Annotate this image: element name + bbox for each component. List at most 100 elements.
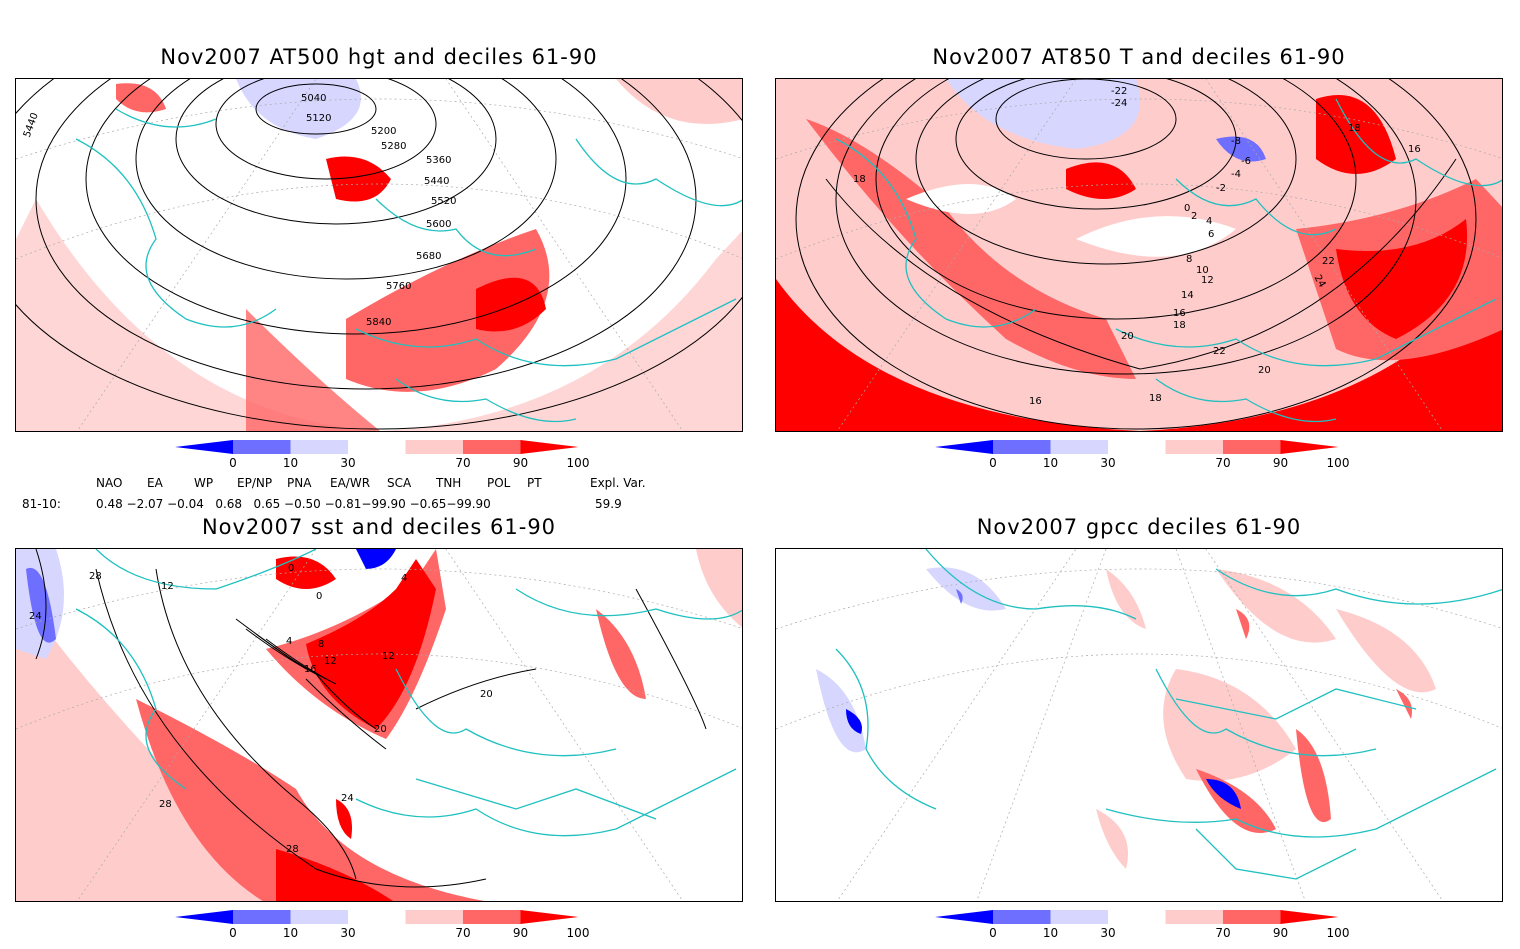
index-header: SCA bbox=[387, 476, 412, 490]
contour-label: 18 bbox=[1348, 123, 1361, 134]
colorbar-sst: 0 10 30 70 90 100 bbox=[175, 909, 589, 949]
colorbar-tick-label: 30 bbox=[1100, 926, 1116, 940]
colorbar-segment bbox=[1280, 910, 1339, 924]
contour-label: 16 bbox=[1029, 396, 1042, 407]
contour-label: 12 bbox=[1201, 275, 1214, 286]
contour-label: 5840 bbox=[366, 317, 391, 328]
contour-label: 5760 bbox=[386, 281, 411, 292]
colorbar-tick-label: 10 bbox=[1042, 456, 1059, 470]
colorbar-tick-label: 0 bbox=[989, 926, 997, 940]
contour-label: 10 bbox=[1196, 265, 1209, 276]
colorbar-segment bbox=[290, 440, 348, 454]
map-gpcc bbox=[775, 548, 1503, 902]
colorbar-hgt500: 0 10 30 70 90 100 bbox=[175, 439, 589, 479]
contour-label: -8 bbox=[1231, 136, 1241, 147]
colorbar-tick-label: 100 bbox=[566, 456, 590, 470]
colorbar-segment bbox=[463, 440, 521, 454]
index-header: TNH bbox=[436, 476, 462, 490]
colorbar-tick-label: 30 bbox=[340, 456, 356, 470]
contour-label: 14 bbox=[1181, 290, 1194, 301]
index-values: 0.48 −2.07 −0.04 0.68 0.65 −0.50 −0.81−9… bbox=[96, 497, 491, 511]
colorbar-segment bbox=[1223, 910, 1281, 924]
colorbar-tick-label: 10 bbox=[282, 456, 299, 470]
contour-label: 18 bbox=[853, 174, 866, 185]
colorbar-segment bbox=[1108, 910, 1166, 924]
contour-label: 24 bbox=[29, 611, 42, 622]
contour-label: 5680 bbox=[416, 251, 441, 262]
contour-label: -24 bbox=[1111, 98, 1127, 109]
contour-label: 20 bbox=[480, 689, 493, 700]
colorbar-segment bbox=[1165, 440, 1223, 454]
colorbar-tick-label: 90 bbox=[1272, 456, 1289, 470]
colorbar-segment bbox=[1165, 910, 1223, 924]
colorbar-segment bbox=[1223, 440, 1281, 454]
contour-label: 18 bbox=[1149, 393, 1162, 404]
contour-label: 28 bbox=[89, 571, 102, 582]
colorbar-tick-label: 70 bbox=[1215, 456, 1231, 470]
contour-label: 4 bbox=[401, 573, 407, 584]
contour-label: 16 bbox=[1173, 308, 1186, 319]
contour-label: 5200 bbox=[371, 126, 396, 137]
colorbar-tick-label: 90 bbox=[1272, 926, 1289, 940]
contour-label: 24 bbox=[341, 793, 354, 804]
contour-label: 5120 bbox=[306, 113, 331, 124]
panel-title-sst: Nov2007 sst and deciles 61-90 bbox=[201, 515, 557, 539]
contour-label: 5040 bbox=[301, 93, 326, 104]
contour-label: 5280 bbox=[381, 141, 406, 152]
contour-label: 16 bbox=[304, 664, 317, 675]
colorbar-segment bbox=[993, 910, 1051, 924]
contour-label: 20 bbox=[374, 724, 387, 735]
contour-label: -2 bbox=[1216, 183, 1226, 194]
contour-label: 18 bbox=[1173, 320, 1186, 331]
colorbar-segment bbox=[405, 440, 463, 454]
contour-label: 4 bbox=[1206, 216, 1212, 227]
contour-label: 8 bbox=[318, 639, 324, 650]
contour-label: 20 bbox=[1121, 331, 1134, 342]
colorbar-tick-label: 70 bbox=[1215, 926, 1231, 940]
contour-label: 2 bbox=[1191, 211, 1197, 222]
contour-label: 5600 bbox=[426, 219, 451, 230]
index-header: POL bbox=[487, 476, 511, 490]
panel-title-gpcc: Nov2007 gpcc deciles 61-90 bbox=[976, 515, 1302, 539]
contour-label: 8 bbox=[1186, 254, 1192, 265]
colorbar-segment bbox=[935, 440, 993, 454]
colorbar-segment bbox=[935, 910, 993, 924]
colorbar-segment bbox=[993, 440, 1051, 454]
contour-label: 16 bbox=[1408, 144, 1421, 155]
contour-label: 5360 bbox=[426, 155, 451, 166]
colorbar-tick-label: 0 bbox=[229, 456, 237, 470]
colorbar-tick-label: 100 bbox=[1326, 926, 1350, 940]
colorbar-segment bbox=[405, 910, 463, 924]
contour-label: 0 bbox=[1184, 203, 1190, 214]
colorbar-tick-label: 10 bbox=[1042, 926, 1059, 940]
contour-label: 5520 bbox=[431, 196, 456, 207]
colorbar-tick-label: 30 bbox=[1100, 456, 1116, 470]
colorbar-segment bbox=[520, 910, 579, 924]
index-header: EP/NP bbox=[237, 476, 273, 490]
map-sst: 28 24 12 0 0 4 8 12 16 20 24 28 28 20 12… bbox=[15, 548, 743, 902]
index-row-label: 81-10: bbox=[22, 497, 61, 511]
contour-label: 12 bbox=[382, 651, 395, 662]
colorbar-tick-label: 90 bbox=[512, 926, 529, 940]
colorbar-segment bbox=[348, 440, 406, 454]
colorbar-gpcc: 0 10 30 70 90 100 bbox=[935, 909, 1349, 949]
index-expl-var: 59.9 bbox=[595, 497, 622, 511]
colorbar-segment bbox=[175, 910, 233, 924]
contour-label: -22 bbox=[1111, 86, 1127, 97]
contour-label: 12 bbox=[324, 656, 337, 667]
contour-label: 4 bbox=[286, 636, 292, 647]
index-header: NAO bbox=[96, 476, 123, 490]
colorbar-tick-label: 90 bbox=[512, 456, 529, 470]
index-header: EA/WR bbox=[330, 476, 371, 490]
contour-label: 20 bbox=[1258, 365, 1271, 376]
contour-label: 0 bbox=[316, 591, 322, 602]
colorbar-tick-label: 70 bbox=[455, 456, 471, 470]
contour-label: 28 bbox=[159, 799, 172, 810]
colorbar-segment bbox=[175, 440, 233, 454]
index-header: WP bbox=[194, 476, 214, 490]
colorbar-t850: 0 10 30 70 90 100 bbox=[935, 439, 1349, 479]
colorbar-segment bbox=[1280, 440, 1339, 454]
map-t850: -22 -24 -8 -6 -4 -2 0 2 4 6 8 10 12 14 1… bbox=[775, 78, 1503, 432]
map-hgt500: 5040 5120 5200 5280 5360 5440 5520 5600 … bbox=[15, 78, 743, 432]
colorbar-tick-label: 70 bbox=[455, 926, 471, 940]
